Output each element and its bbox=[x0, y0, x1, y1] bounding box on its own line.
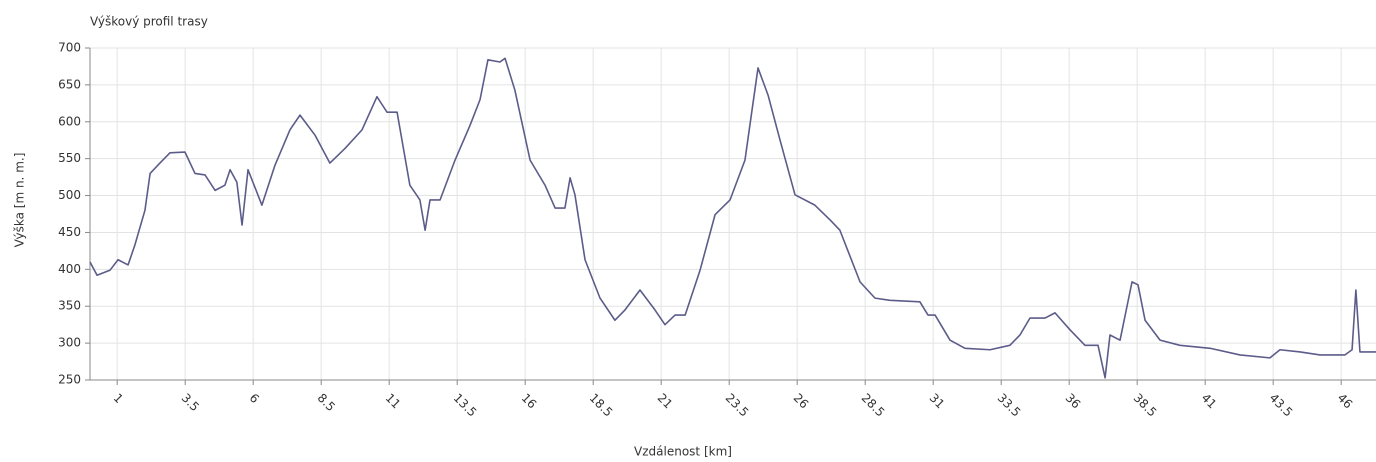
y-tick-label: 350 bbox=[58, 299, 81, 313]
x-tick-label: 46 bbox=[1335, 391, 1356, 412]
y-tick-label: 250 bbox=[58, 373, 81, 387]
chart-title: Výškový profil trasy bbox=[90, 15, 208, 29]
y-tick-label: 650 bbox=[58, 77, 81, 91]
x-tick-label: 13.5 bbox=[451, 391, 480, 420]
x-tick-label: 11 bbox=[383, 391, 404, 412]
y-tick-label: 500 bbox=[58, 188, 81, 202]
y-tick-label: 450 bbox=[58, 225, 81, 239]
y-tick-label: 400 bbox=[58, 262, 81, 276]
x-tick-label: 21 bbox=[655, 391, 676, 412]
x-tick-label: 31 bbox=[927, 391, 948, 412]
x-tick-label: 1 bbox=[111, 391, 126, 406]
x-tick-label: 28.5 bbox=[859, 391, 888, 420]
y-tick-label: 550 bbox=[58, 151, 81, 165]
x-tick-label: 38.5 bbox=[1131, 391, 1160, 420]
x-tick-label: 43.5 bbox=[1267, 391, 1296, 420]
x-tick-label: 6 bbox=[247, 391, 262, 406]
elevation-line bbox=[89, 57, 1376, 379]
y-tick-label: 600 bbox=[58, 114, 81, 128]
y-axis-label: Výška [m n. m.] bbox=[13, 153, 27, 248]
y-tick-label: 700 bbox=[58, 41, 81, 55]
x-tick-label: 16 bbox=[519, 391, 540, 412]
x-tick-label: 36 bbox=[1063, 391, 1084, 412]
y-tick-label: 300 bbox=[58, 336, 81, 350]
x-tick-label: 8.5 bbox=[315, 391, 338, 414]
x-tick-label: 26 bbox=[791, 391, 812, 412]
x-tick-label: 33.5 bbox=[995, 391, 1024, 420]
x-tick-label: 3.5 bbox=[179, 391, 202, 414]
x-axis-label: Vzdálenost [km] bbox=[634, 445, 732, 459]
x-tick-label: 23.5 bbox=[723, 391, 752, 420]
x-tick-label: 41 bbox=[1199, 391, 1220, 412]
x-tick-label: 18.5 bbox=[587, 391, 616, 420]
